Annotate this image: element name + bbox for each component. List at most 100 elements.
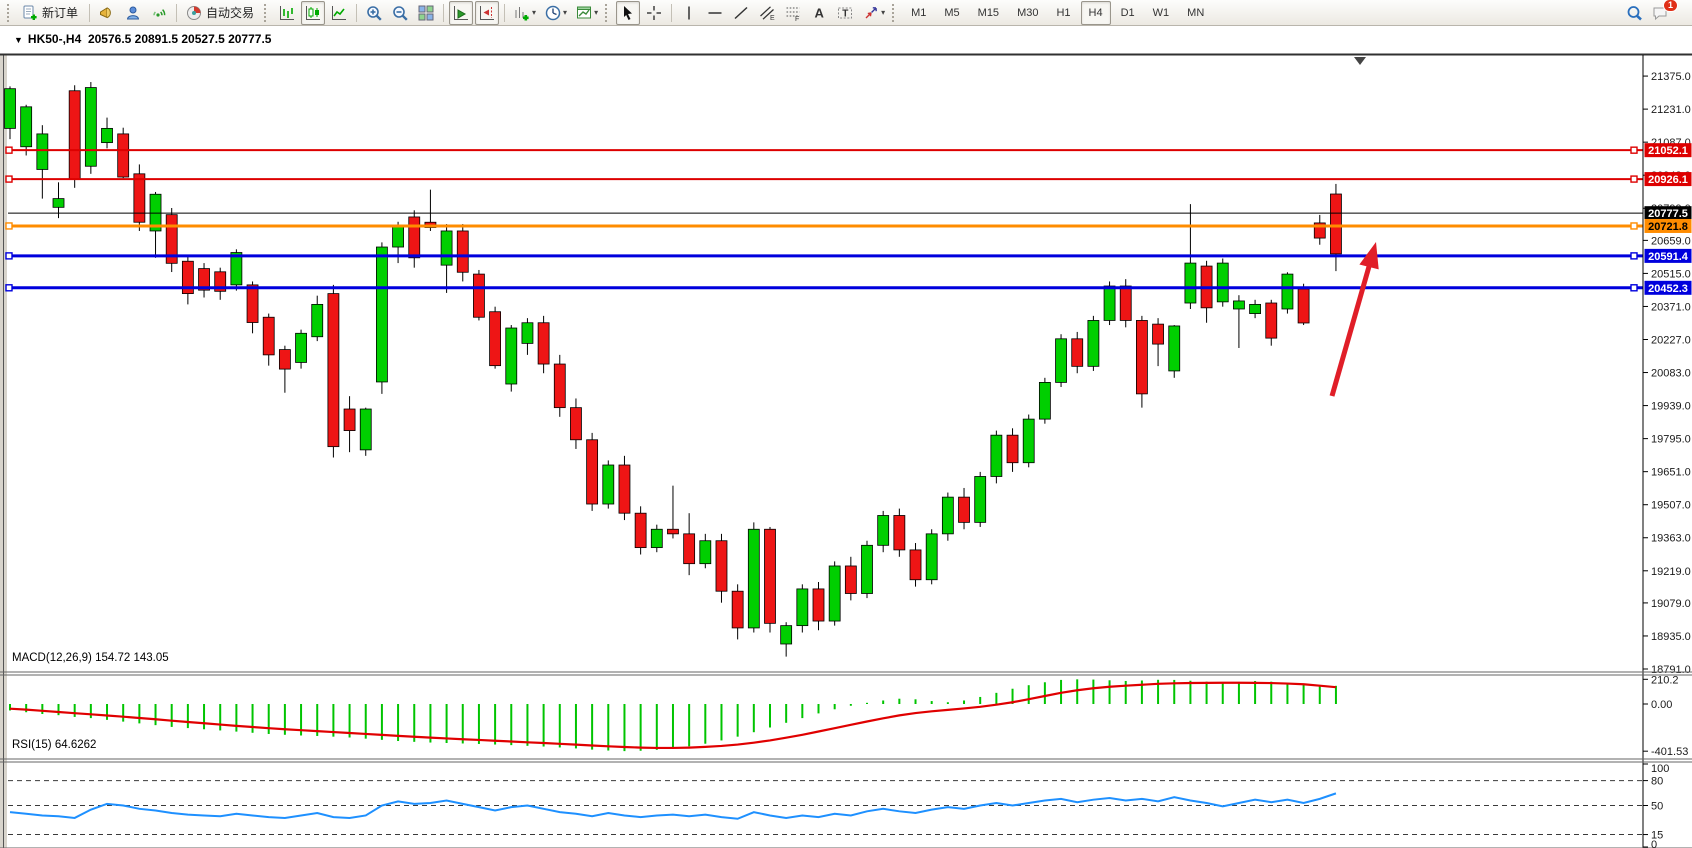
zoom-in-button[interactable]: [362, 1, 386, 25]
templates-button[interactable]: ▾: [572, 1, 601, 25]
crosshair-icon: [647, 5, 662, 20]
alerts-button[interactable]: [95, 1, 119, 25]
zoom-out-button[interactable]: [388, 1, 412, 25]
line-handle[interactable]: [5, 222, 13, 230]
chevron-down-icon[interactable]: ▾: [532, 8, 537, 17]
line-handle[interactable]: [1630, 222, 1638, 230]
tf-mn-button[interactable]: MN: [1179, 1, 1212, 25]
candles-icon: [306, 5, 321, 20]
fibonacci-button[interactable]: F: [781, 1, 805, 25]
toolbar-grip[interactable]: [892, 3, 899, 22]
auto-trading-button[interactable]: 自动交易: [182, 1, 260, 25]
signals-button[interactable]: [147, 1, 171, 25]
toolbar-grip[interactable]: [605, 3, 612, 22]
candlestick-series: [4, 82, 1342, 657]
person-icon: [126, 6, 140, 19]
shapes-icon: [865, 6, 877, 18]
line-handle[interactable]: [5, 175, 13, 183]
macd-values: 154.72 143.05: [95, 652, 169, 664]
tline-icon: [734, 6, 748, 19]
tile-icon: [418, 5, 434, 20]
arrows-button[interactable]: ▾: [859, 1, 888, 25]
notifications-button[interactable]: 1: [1648, 0, 1687, 25]
rsi-axis-label: 15: [1651, 830, 1663, 842]
cursor-icon: [624, 5, 633, 20]
new-order-button[interactable]: 新订单: [18, 1, 84, 25]
candle-up: [440, 224, 453, 293]
price-badge: 20926.1: [1644, 172, 1692, 187]
text-button[interactable]: A: [807, 1, 831, 25]
timeframe-label: H1: [1056, 6, 1071, 19]
line-handle[interactable]: [5, 252, 13, 260]
candle-up: [747, 522, 760, 633]
chart-shift-button[interactable]: [475, 0, 500, 25]
vertical-line-button[interactable]: [677, 1, 701, 25]
line-handle[interactable]: [1630, 284, 1638, 292]
price-axis-label: 20659.0: [1651, 235, 1691, 247]
rsi-value: 64.6262: [54, 739, 97, 751]
candle-down: [1152, 318, 1164, 367]
line-handle[interactable]: [1630, 175, 1638, 183]
chevron-down-icon[interactable]: ▾: [594, 8, 599, 17]
indicators-button[interactable]: ▾: [510, 1, 539, 25]
line-chart-button[interactable]: [327, 1, 351, 25]
profile-button[interactable]: [121, 1, 145, 25]
line-handle[interactable]: [1630, 252, 1638, 260]
candle-chart-button[interactable]: [301, 0, 326, 25]
ohlc-readout: 20576.5 20891.5 20527.5 20777.5: [87, 32, 272, 46]
tf-d1-button[interactable]: D1: [1113, 1, 1143, 25]
candle-down: [68, 85, 81, 188]
arrow-annotation[interactable]: [1329, 242, 1379, 397]
line-handle[interactable]: [5, 146, 13, 154]
candle-down: [537, 315, 550, 374]
toolbar-grip[interactable]: [7, 3, 14, 22]
price-badge: 20777.5: [1644, 206, 1692, 221]
candle-down: [473, 269, 485, 321]
price-axis-label: 19795.0: [1651, 434, 1691, 446]
crosshair-button[interactable]: [642, 1, 666, 25]
indicator-add-icon: [515, 6, 529, 20]
chevron-down-icon[interactable]: ▾: [563, 8, 568, 17]
toolbar-grip[interactable]: [264, 3, 271, 22]
chart-shift-marker[interactable]: [1354, 57, 1366, 65]
chevron-down-icon[interactable]: ▾: [881, 8, 886, 17]
price-axis-label: 19219.0: [1651, 566, 1691, 578]
collapse-arrow-icon[interactable]: ▼: [14, 35, 23, 45]
search-button[interactable]: [1622, 1, 1646, 25]
tile-windows-button[interactable]: [414, 1, 438, 25]
tf-m30-button[interactable]: M30: [1009, 1, 1046, 25]
svg-text:A: A: [815, 5, 825, 20]
tf-m15-button[interactable]: M15: [970, 1, 1007, 25]
timeframe-label: D1: [1120, 6, 1135, 19]
horn-icon: [100, 6, 111, 18]
tf-h1-button[interactable]: H1: [1048, 1, 1078, 25]
timeframe-label: W1: [1152, 6, 1170, 19]
candle-up: [861, 540, 873, 599]
candle-up: [925, 529, 938, 585]
candle-up: [52, 182, 65, 219]
candle-up: [1216, 258, 1229, 307]
bar-chart-button[interactable]: [275, 1, 299, 25]
timeframe-label: H4: [1088, 6, 1103, 19]
periods-button[interactable]: ▾: [541, 1, 570, 25]
price-badge: 20591.4: [1644, 248, 1692, 263]
tf-m1-button[interactable]: M1: [903, 1, 934, 25]
tf-h4-button[interactable]: H4: [1080, 0, 1111, 25]
rsi-axis-label: 80: [1651, 776, 1663, 788]
text-label-button[interactable]: T: [833, 1, 857, 25]
tf-m5-button[interactable]: M5: [936, 1, 967, 25]
label-t-icon: T: [838, 7, 853, 19]
line-handle[interactable]: [1630, 146, 1638, 154]
auto-scroll-button[interactable]: [449, 0, 474, 25]
chart-canvas[interactable]: 21375.021231.021087.020943.020799.020659…: [0, 26, 1692, 848]
candle-down: [844, 556, 857, 601]
trendline-button[interactable]: [729, 1, 753, 25]
line-handle[interactable]: [5, 284, 13, 292]
tf-w1-button[interactable]: W1: [1145, 1, 1178, 25]
hline-icon: [708, 11, 722, 14]
horizontal-line-button[interactable]: [703, 1, 727, 25]
timeframe-label: M1: [911, 6, 927, 19]
equidistant-channel-button[interactable]: E: [755, 1, 779, 25]
cursor-button[interactable]: [616, 0, 641, 25]
price-badge: 20721.8: [1644, 218, 1692, 233]
